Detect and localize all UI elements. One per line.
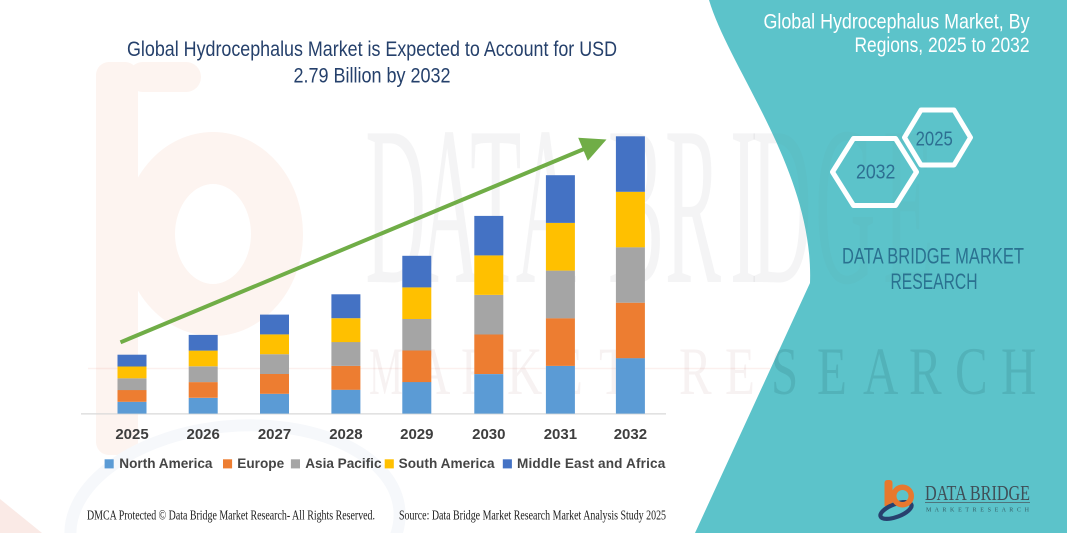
svg-text:R: R [665, 80, 721, 332]
svg-text:2027: 2027 [258, 426, 291, 443]
svg-text:South America: South America [399, 456, 495, 471]
svg-text:Asia Pacific: Asia Pacific [305, 456, 382, 471]
svg-text:2029: 2029 [400, 426, 433, 443]
svg-text:Regions, 2025 to 2032: Regions, 2025 to 2032 [855, 34, 1030, 57]
svg-text:A: A [863, 333, 899, 409]
svg-text:Global Hydrocephalus Market, B: Global Hydrocephalus Market, By [764, 10, 1030, 33]
svg-text:2026: 2026 [187, 426, 220, 443]
svg-text:2028: 2028 [329, 426, 362, 443]
svg-text:2030: 2030 [472, 426, 505, 443]
svg-text:2025: 2025 [916, 128, 953, 151]
svg-text:K: K [507, 333, 543, 409]
svg-text:M A R K E T R E S E A R C H: M A R K E T R E S E A R C H [926, 508, 1030, 514]
svg-text:H: H [1001, 333, 1036, 409]
svg-text:E: E [725, 333, 755, 409]
svg-text:I: I [730, 80, 758, 332]
svg-text:DATA BRIDGE: DATA BRIDGE [925, 481, 1030, 505]
svg-text:R: R [909, 333, 942, 409]
svg-text:Global Hydrocephalus Market is: Global Hydrocephalus Market is Expected … [127, 38, 617, 61]
svg-text:M: M [369, 334, 403, 409]
svg-text:Source: Data Bridge Market Res: Source: Data Bridge Market Research Mark… [399, 509, 666, 524]
svg-text:Europe: Europe [237, 456, 284, 471]
svg-text:2032: 2032 [614, 426, 647, 443]
svg-text:2031: 2031 [544, 426, 577, 443]
svg-text:2032: 2032 [856, 160, 896, 183]
svg-text:R: R [679, 333, 712, 409]
svg-text:North America: North America [119, 456, 213, 471]
svg-text:DATA BRIDGE MARKET: DATA BRIDGE MARKET [842, 244, 1024, 269]
svg-text:2.79 Billion by 2032: 2.79 Billion by 2032 [294, 65, 451, 88]
svg-text:DMCA Protected © Data Bridge M: DMCA Protected © Data Bridge Market Rese… [87, 509, 375, 524]
svg-text:RESEARCH: RESEARCH [891, 269, 978, 294]
svg-text:C: C [955, 333, 988, 409]
svg-text:Middle East and Africa: Middle East and Africa [517, 456, 666, 471]
svg-text:E: E [817, 333, 847, 409]
svg-text:2025: 2025 [115, 426, 148, 443]
